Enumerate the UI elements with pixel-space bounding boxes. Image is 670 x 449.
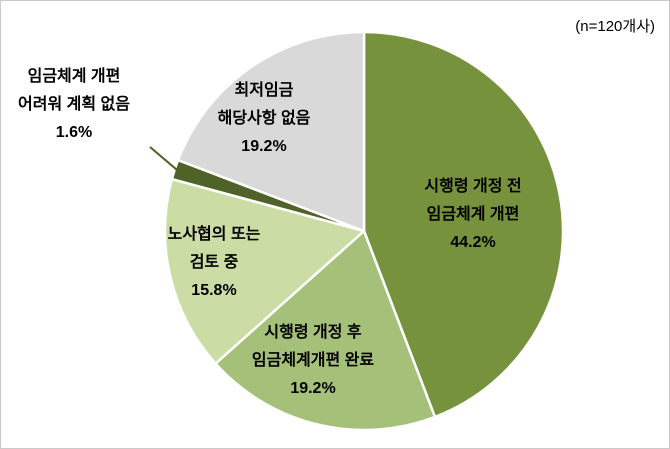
sample-size-label: (n=120개사) bbox=[575, 18, 655, 35]
callout-leader-line bbox=[149, 146, 179, 172]
pie-slice-2 bbox=[163, 177, 366, 365]
slice-label-no-plan-callout: 임금체계 개편 어려워 계획 없음 1.6% bbox=[18, 63, 130, 147]
label-pct: 19.2% bbox=[241, 138, 287, 155]
slice-label-reform-before-decree: 시행령 개정 전 임금체계 개편 44.2% bbox=[424, 173, 521, 257]
label-line: 어려워 계획 없음 bbox=[18, 96, 130, 113]
slice-label-under-review: 노사협의 또는 검토 중 15.8% bbox=[168, 221, 261, 305]
label-pct: 19.2% bbox=[290, 380, 336, 397]
label-line: 노사협의 또는 bbox=[167, 226, 261, 243]
label-line: 최저임금 bbox=[234, 82, 294, 99]
label-pct: 1.6% bbox=[55, 124, 93, 141]
label-pct: 44.2% bbox=[450, 234, 496, 251]
slice-label-reform-after-decree: 시행령 개정 후 임금체계개편 완료 19.2% bbox=[252, 319, 374, 403]
slice-label-minimum-wage-na: 최저임금 해당사항 없음 19.2% bbox=[218, 77, 311, 161]
label-line: 검토 중 bbox=[189, 254, 239, 271]
label-line: 해당사항 없음 bbox=[217, 110, 311, 127]
pie-slice-0 bbox=[362, 30, 565, 419]
label-line: 임금체계 개편 bbox=[426, 206, 520, 223]
pie-slice-4 bbox=[176, 30, 366, 233]
label-pct: 15.8% bbox=[191, 282, 237, 299]
label-line: 시행령 개정 후 bbox=[264, 324, 362, 341]
label-line: 임금체계 개편 bbox=[27, 68, 121, 85]
label-line: 시행령 개정 전 bbox=[424, 178, 522, 195]
label-line: 임금체계개편 완료 bbox=[251, 352, 375, 369]
pie-slice-1 bbox=[214, 229, 437, 432]
